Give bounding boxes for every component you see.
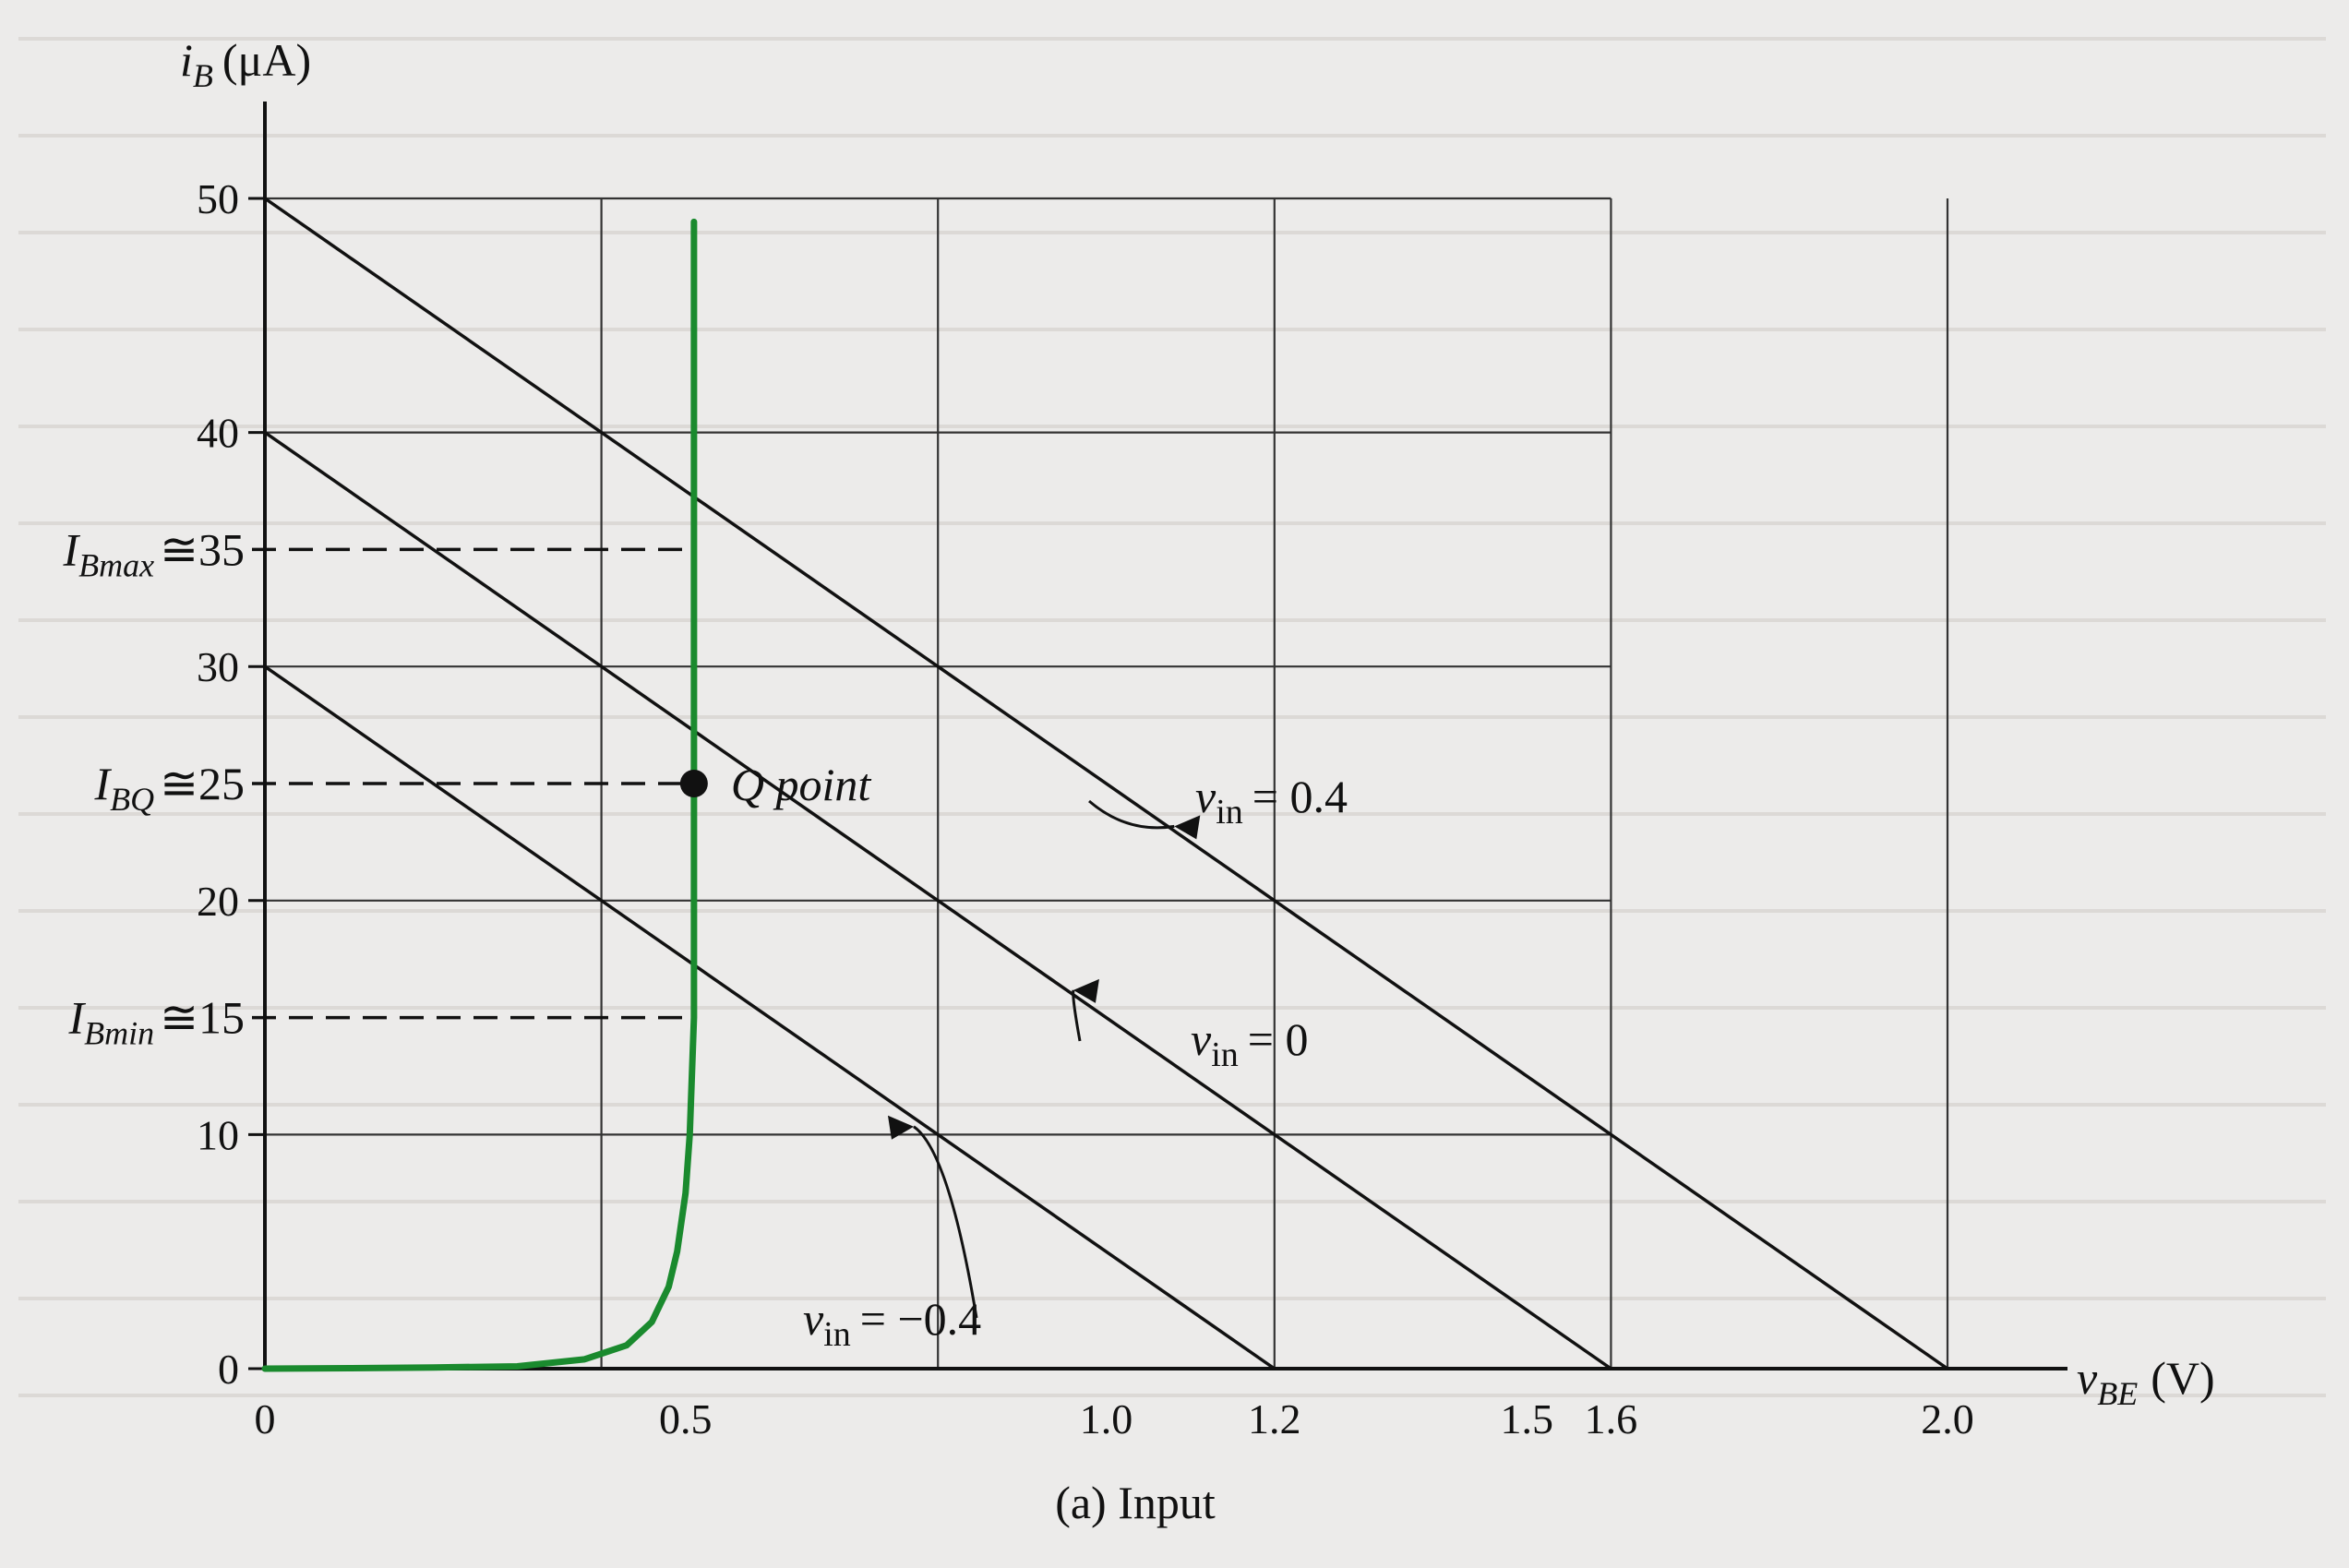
bleed-through-text	[18, 37, 2326, 1397]
grid-lines	[265, 197, 1949, 1369]
bleed-through-band	[18, 1394, 2326, 1397]
bleed-through-band	[18, 909, 2326, 913]
bleed-through-band	[18, 425, 2326, 428]
q-point-label: Q point	[731, 759, 872, 810]
arrowhead-icon	[1073, 978, 1099, 1003]
bleed-through-band	[18, 1200, 2326, 1203]
x-tick-label: 1.0	[1080, 1395, 1133, 1442]
y-tick-label: 50	[197, 175, 239, 222]
q-point-marker	[679, 770, 708, 797]
bleed-through-band	[18, 328, 2326, 331]
load-lines: vin = 0.4 vin = 0 vin = −0.4	[264, 197, 1948, 1371]
input-characteristic-curve	[261, 218, 698, 1372]
y-tick-label: 10	[197, 1111, 239, 1158]
y-tick-label: 30	[197, 643, 239, 690]
load-line	[264, 197, 1948, 1371]
reference-level-label: IBmin ≅15	[67, 992, 245, 1052]
load-line-label: vin = 0	[1191, 1013, 1308, 1074]
x-tick-label: 0.5	[659, 1395, 713, 1442]
bleed-through-band	[18, 715, 2326, 719]
bleed-through-band	[18, 231, 2326, 234]
y-tick-label: 40	[197, 410, 239, 457]
bleed-through-band	[18, 1103, 2326, 1107]
load-line-label-arrow	[913, 1125, 978, 1319]
bleed-through-band	[18, 1006, 2326, 1010]
load-line-label-arrow	[1088, 799, 1175, 830]
bleed-through-band	[18, 618, 2326, 622]
x-tick-label: 1.2	[1248, 1395, 1301, 1442]
y-tick-label: 20	[197, 878, 239, 925]
x-tick-labels: 0 0.5 1.0 1.2 1.5 1.6 2.0	[255, 1395, 1974, 1442]
y-tick-marks: 0 10 20 30 40 50	[197, 175, 265, 1393]
bleed-through-band	[18, 812, 2326, 816]
reference-level-label: IBmax ≅35	[62, 523, 245, 583]
x-axis-title: vBE (V)	[2077, 1352, 2215, 1412]
arrowhead-icon	[887, 1115, 914, 1140]
load-line-label: vin = 0.4	[1195, 771, 1348, 832]
load-line-label: vin = −0.4	[803, 1293, 981, 1354]
bleed-through-band	[18, 521, 2326, 525]
load-line	[264, 664, 1276, 1371]
x-tick-label: 0	[255, 1395, 276, 1442]
y-axis-title: iB (μA)	[180, 34, 311, 94]
x-tick-label: 2.0	[1921, 1395, 1974, 1442]
bleed-through-band	[18, 134, 2326, 138]
arrowhead-icon	[1174, 815, 1201, 840]
x-tick-label: 1.5	[1501, 1395, 1554, 1442]
bleed-through-band	[18, 37, 2326, 41]
y-tick-label: 0	[218, 1346, 239, 1393]
x-tick-label: 1.6	[1585, 1395, 1638, 1442]
figure-caption: (a) Input	[1055, 1477, 1216, 1528]
reference-level-label: IBQ ≅25	[93, 758, 245, 818]
load-line-label-arrow	[1072, 989, 1082, 1042]
reference-levels: IBmax ≅35 IBQ ≅25 IBmin ≅15	[62, 523, 694, 1052]
load-line	[264, 431, 1612, 1371]
